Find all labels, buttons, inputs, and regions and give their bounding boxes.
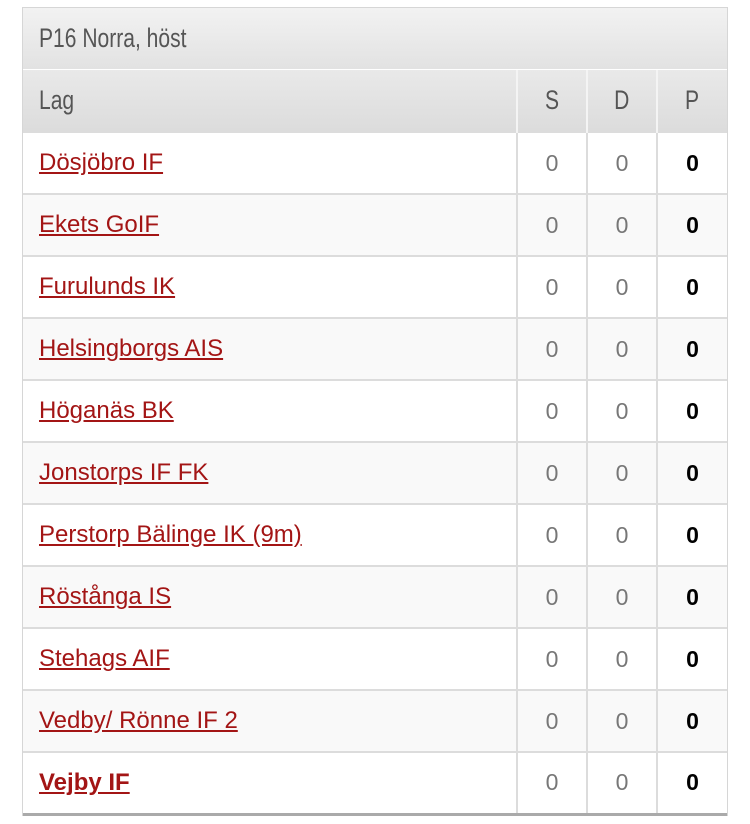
team-link[interactable]: Perstorp Bälinge IK (9m) — [39, 521, 302, 548]
column-label: S — [544, 85, 560, 115]
d-cell: 0 — [586, 627, 657, 690]
team-link[interactable]: Röstånga IS — [39, 583, 172, 610]
s-cell: 0 — [516, 689, 587, 752]
standings-table: Lag S D P Dösjöbro IF 0 0 0 Ekets GoIF 0 0 0 Fur… — [23, 70, 727, 816]
p-cell: 0 — [656, 565, 727, 628]
table-title: P16 Norra, höst — [39, 23, 187, 53]
s-cell: 0 — [516, 627, 587, 690]
d-cell: 0 — [586, 131, 657, 194]
s-cell: 0 — [516, 565, 587, 628]
table-row: Vejby IF 0 0 0 — [23, 751, 727, 816]
team-link[interactable]: Vejby IF — [39, 768, 130, 796]
team-cell: Dösjöbro IF — [23, 131, 517, 194]
table-row: Röstånga IS 0 0 0 — [23, 565, 727, 628]
p-cell: 0 — [656, 317, 727, 380]
s-cell: 0 — [516, 193, 587, 256]
team-cell: Vejby IF — [23, 751, 517, 816]
table-row: Helsingborgs AIS 0 0 0 — [23, 317, 727, 380]
table-row: Perstorp Bälinge IK (9m) 0 0 0 — [23, 503, 727, 566]
s-cell: 0 — [516, 441, 587, 504]
team-cell: Höganäs BK — [23, 379, 517, 442]
d-cell: 0 — [586, 565, 657, 628]
table-row: Furulunds IK 0 0 0 — [23, 255, 727, 318]
table-title-bar: P16 Norra, höst — [23, 8, 727, 70]
team-link[interactable]: Ekets GoIF — [39, 211, 160, 238]
column-header-p: P — [656, 70, 727, 132]
p-cell: 0 — [656, 751, 727, 816]
s-cell: 0 — [516, 379, 587, 442]
p-cell: 0 — [656, 627, 727, 690]
s-cell: 0 — [516, 317, 587, 380]
team-link[interactable]: Furulunds IK — [39, 273, 176, 300]
d-cell: 0 — [586, 317, 657, 380]
p-cell: 0 — [656, 441, 727, 504]
table-header-row: Lag S D P — [23, 70, 727, 132]
team-link[interactable]: Höganäs BK — [39, 397, 174, 424]
d-cell: 0 — [586, 379, 657, 442]
p-cell: 0 — [656, 689, 727, 752]
team-link[interactable]: Vedby/ Rönne IF 2 — [39, 707, 238, 734]
s-cell: 0 — [516, 131, 587, 194]
column-header-team: Lag — [23, 70, 517, 132]
team-cell: Furulunds IK — [23, 255, 517, 318]
team-cell: Vedby/ Rönne IF 2 — [23, 689, 517, 752]
team-cell: Röstånga IS — [23, 565, 517, 628]
column-header-s: S — [516, 70, 587, 132]
p-cell: 0 — [656, 131, 727, 194]
p-cell: 0 — [656, 503, 727, 566]
team-link[interactable]: Dösjöbro IF — [39, 149, 164, 176]
s-cell: 0 — [516, 503, 587, 566]
team-cell: Ekets GoIF — [23, 193, 517, 256]
p-cell: 0 — [656, 379, 727, 442]
team-cell: Helsingborgs AIS — [23, 317, 517, 380]
team-link[interactable]: Helsingborgs AIS — [39, 335, 224, 362]
p-cell: 0 — [656, 255, 727, 318]
column-label: Lag — [39, 85, 75, 115]
d-cell: 0 — [586, 503, 657, 566]
team-cell: Perstorp Bälinge IK (9m) — [23, 503, 517, 566]
table-row: Ekets GoIF 0 0 0 — [23, 193, 727, 256]
s-cell: 0 — [516, 751, 587, 816]
team-cell: Jonstorps IF FK — [23, 441, 517, 504]
d-cell: 0 — [586, 689, 657, 752]
standings-table-panel: P16 Norra, höst Lag S D P Dösjöbro IF 0 0 0… — [22, 7, 728, 816]
d-cell: 0 — [586, 441, 657, 504]
table-row: Höganäs BK 0 0 0 — [23, 379, 727, 442]
table-row: Jonstorps IF FK 0 0 0 — [23, 441, 727, 504]
team-cell: Stehags AIF — [23, 627, 517, 690]
d-cell: 0 — [586, 193, 657, 256]
column-label: P — [685, 85, 700, 115]
p-cell: 0 — [656, 193, 727, 256]
column-header-d: D — [586, 70, 657, 132]
table-row: Stehags AIF 0 0 0 — [23, 627, 727, 690]
table-row: Dösjöbro IF 0 0 0 — [23, 131, 727, 194]
d-cell: 0 — [586, 751, 657, 816]
team-link[interactable]: Stehags AIF — [39, 645, 170, 672]
team-link[interactable]: Jonstorps IF FK — [39, 459, 209, 486]
column-label: D — [614, 85, 630, 115]
d-cell: 0 — [586, 255, 657, 318]
s-cell: 0 — [516, 255, 587, 318]
